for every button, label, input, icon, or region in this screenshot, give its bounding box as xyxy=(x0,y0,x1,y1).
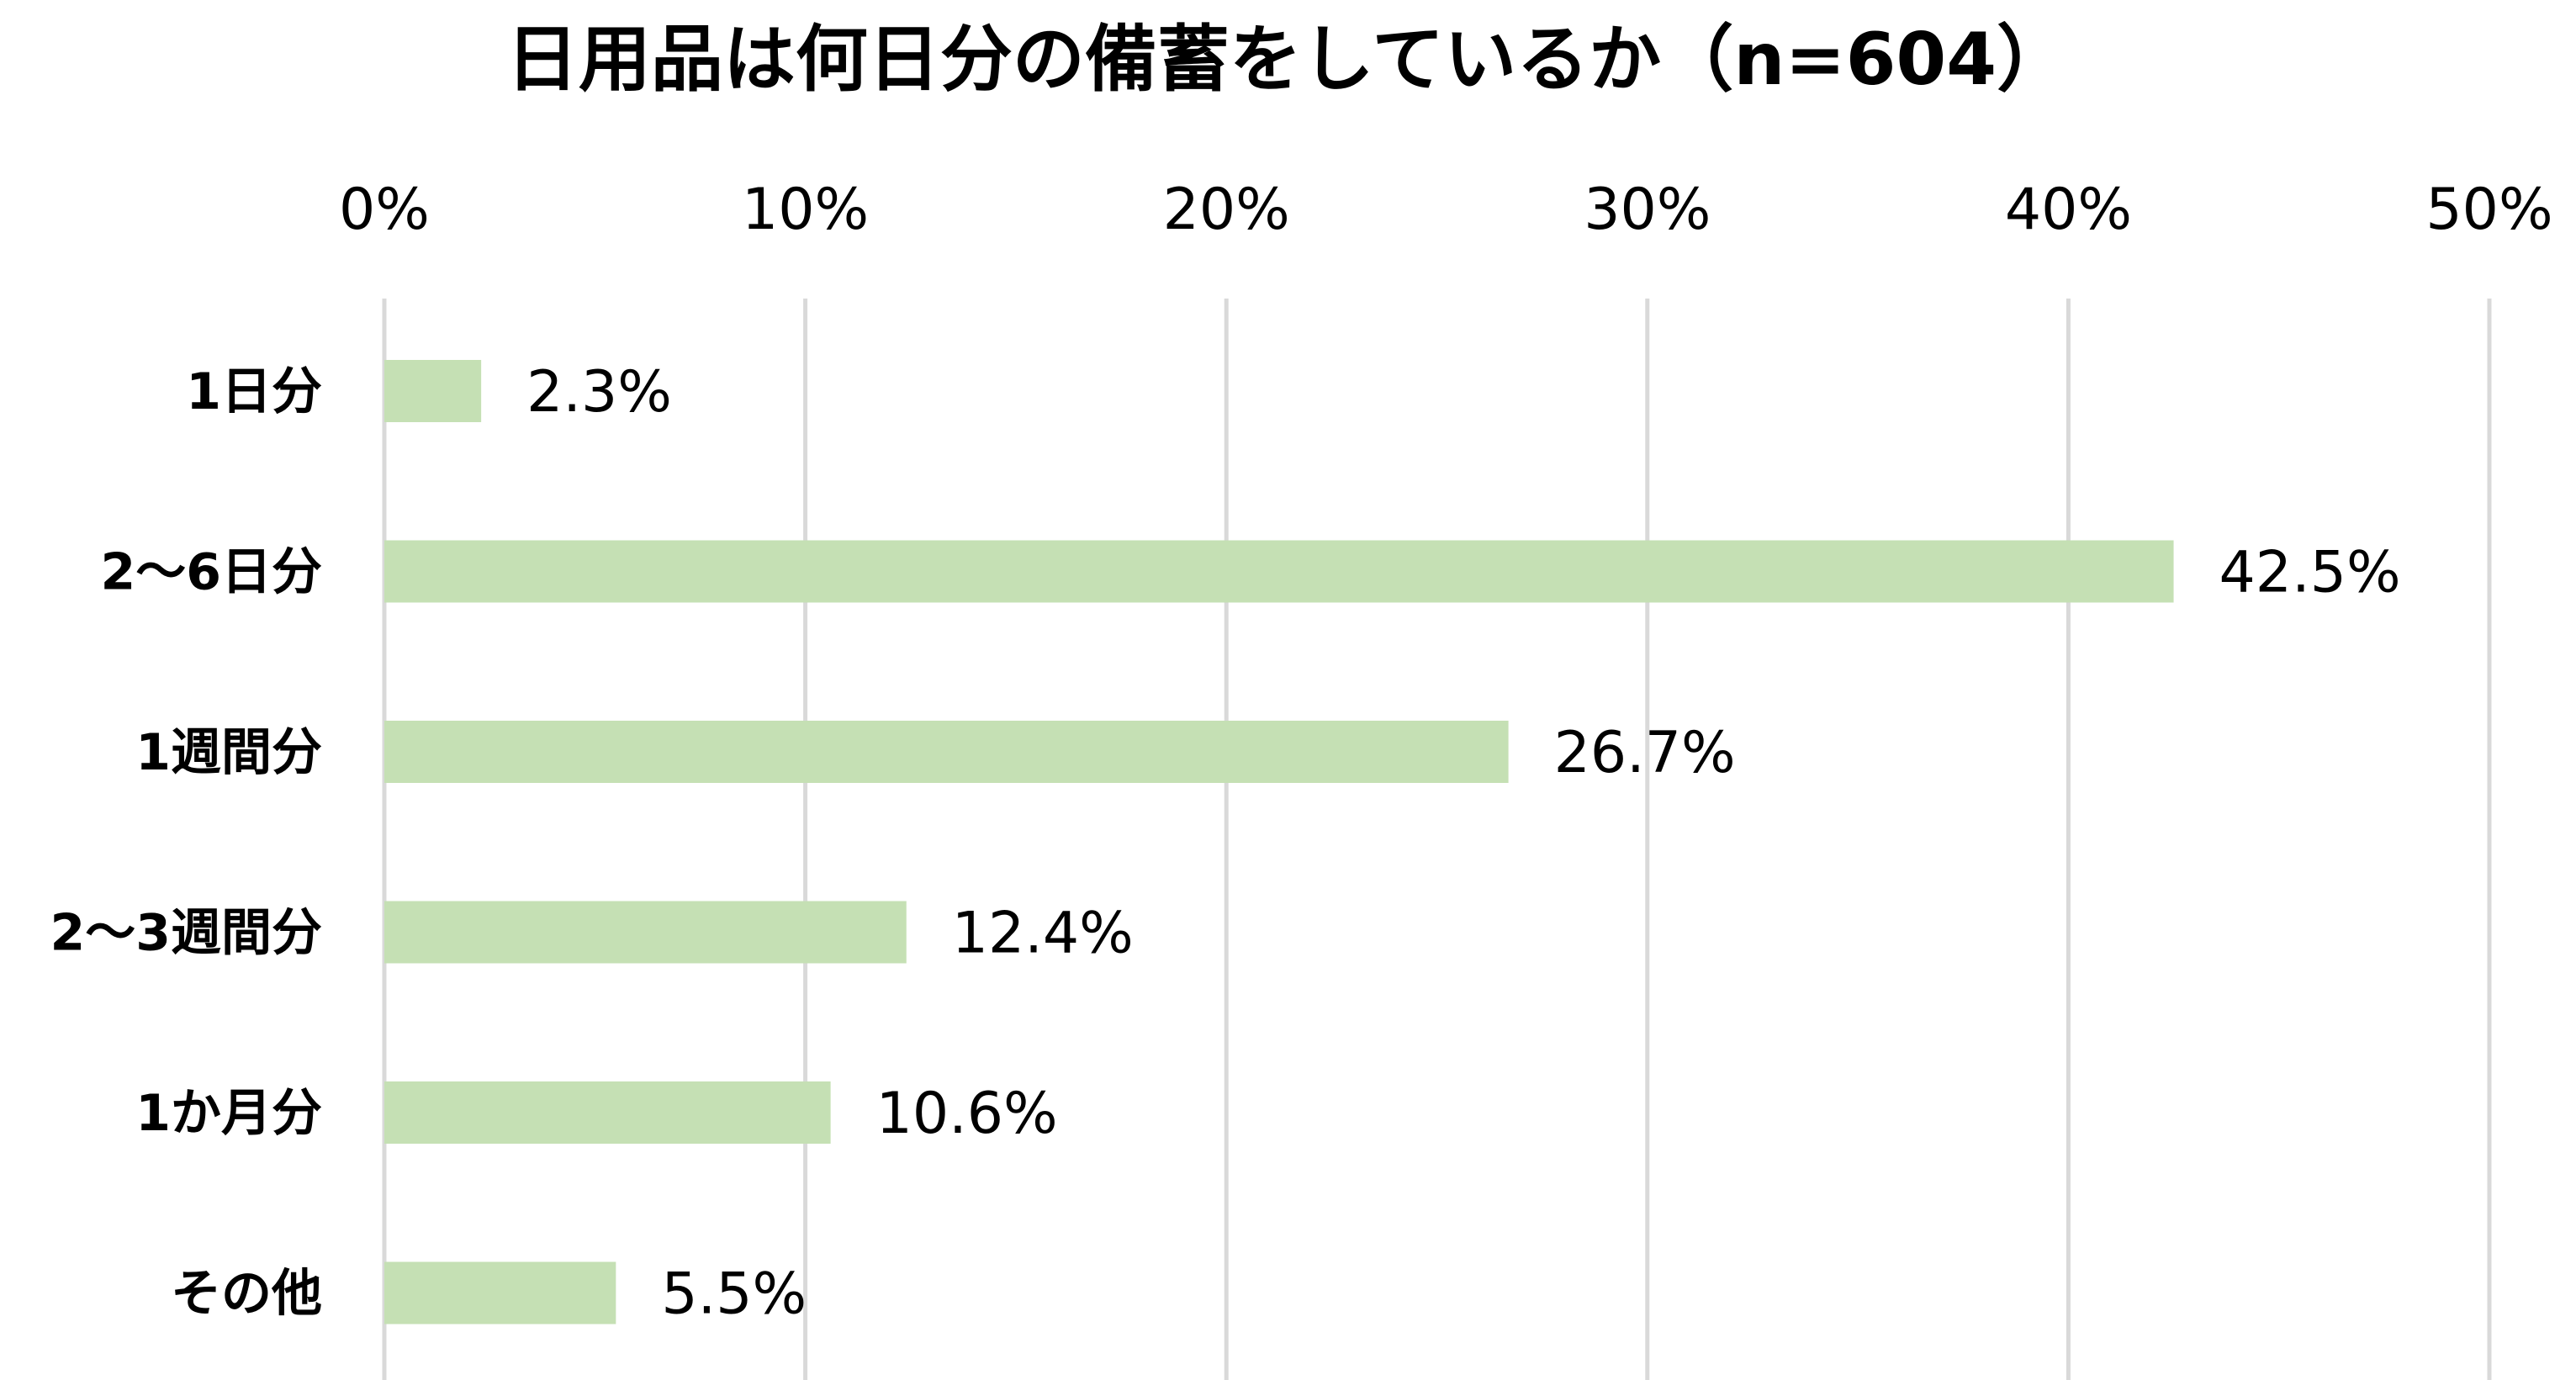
value-label-3: 26.7% xyxy=(1554,720,1736,786)
bar-2 xyxy=(384,540,2174,603)
x-tick-label-30: 30% xyxy=(1584,177,1711,243)
category-label-1: 1日分 xyxy=(186,362,322,421)
bar-1 xyxy=(384,360,482,422)
grid-lines xyxy=(382,299,2492,1380)
x-tick-label-10: 10% xyxy=(742,177,869,243)
x-tick-label-40: 40% xyxy=(2005,177,2132,243)
x-tick-label-0: 0% xyxy=(339,177,430,243)
bar-6 xyxy=(384,1261,616,1324)
value-label-5: 10.6% xyxy=(876,1081,1058,1147)
x-tick-labels: 0% 10% 20% 30% 40% 50% xyxy=(339,177,2553,243)
x-tick-label-50: 50% xyxy=(2425,177,2552,243)
category-label-4: 2～3週間分 xyxy=(50,904,323,963)
x-tick-label-20: 20% xyxy=(1163,177,1290,243)
category-label-5: 1か月分 xyxy=(135,1084,322,1143)
value-label-6: 5.5% xyxy=(661,1261,807,1328)
chart-title: 日用品は何日分の備蓄をしているか（n=604） xyxy=(506,18,2069,102)
category-label-3: 1週間分 xyxy=(135,723,322,782)
bar-4 xyxy=(384,901,907,964)
value-label-2: 42.5% xyxy=(2219,540,2401,606)
value-labels: 2.3% 42.5% 26.7% 12.4% 10.6% 5.5% xyxy=(526,359,2400,1328)
value-label-1: 2.3% xyxy=(526,359,672,426)
bar-3 xyxy=(384,721,1509,783)
category-label-2: 2～6日分 xyxy=(101,543,323,602)
bar-5 xyxy=(384,1081,831,1144)
bars xyxy=(384,360,2174,1324)
value-label-4: 12.4% xyxy=(952,901,1134,967)
category-label-6: その他 xyxy=(171,1265,322,1324)
